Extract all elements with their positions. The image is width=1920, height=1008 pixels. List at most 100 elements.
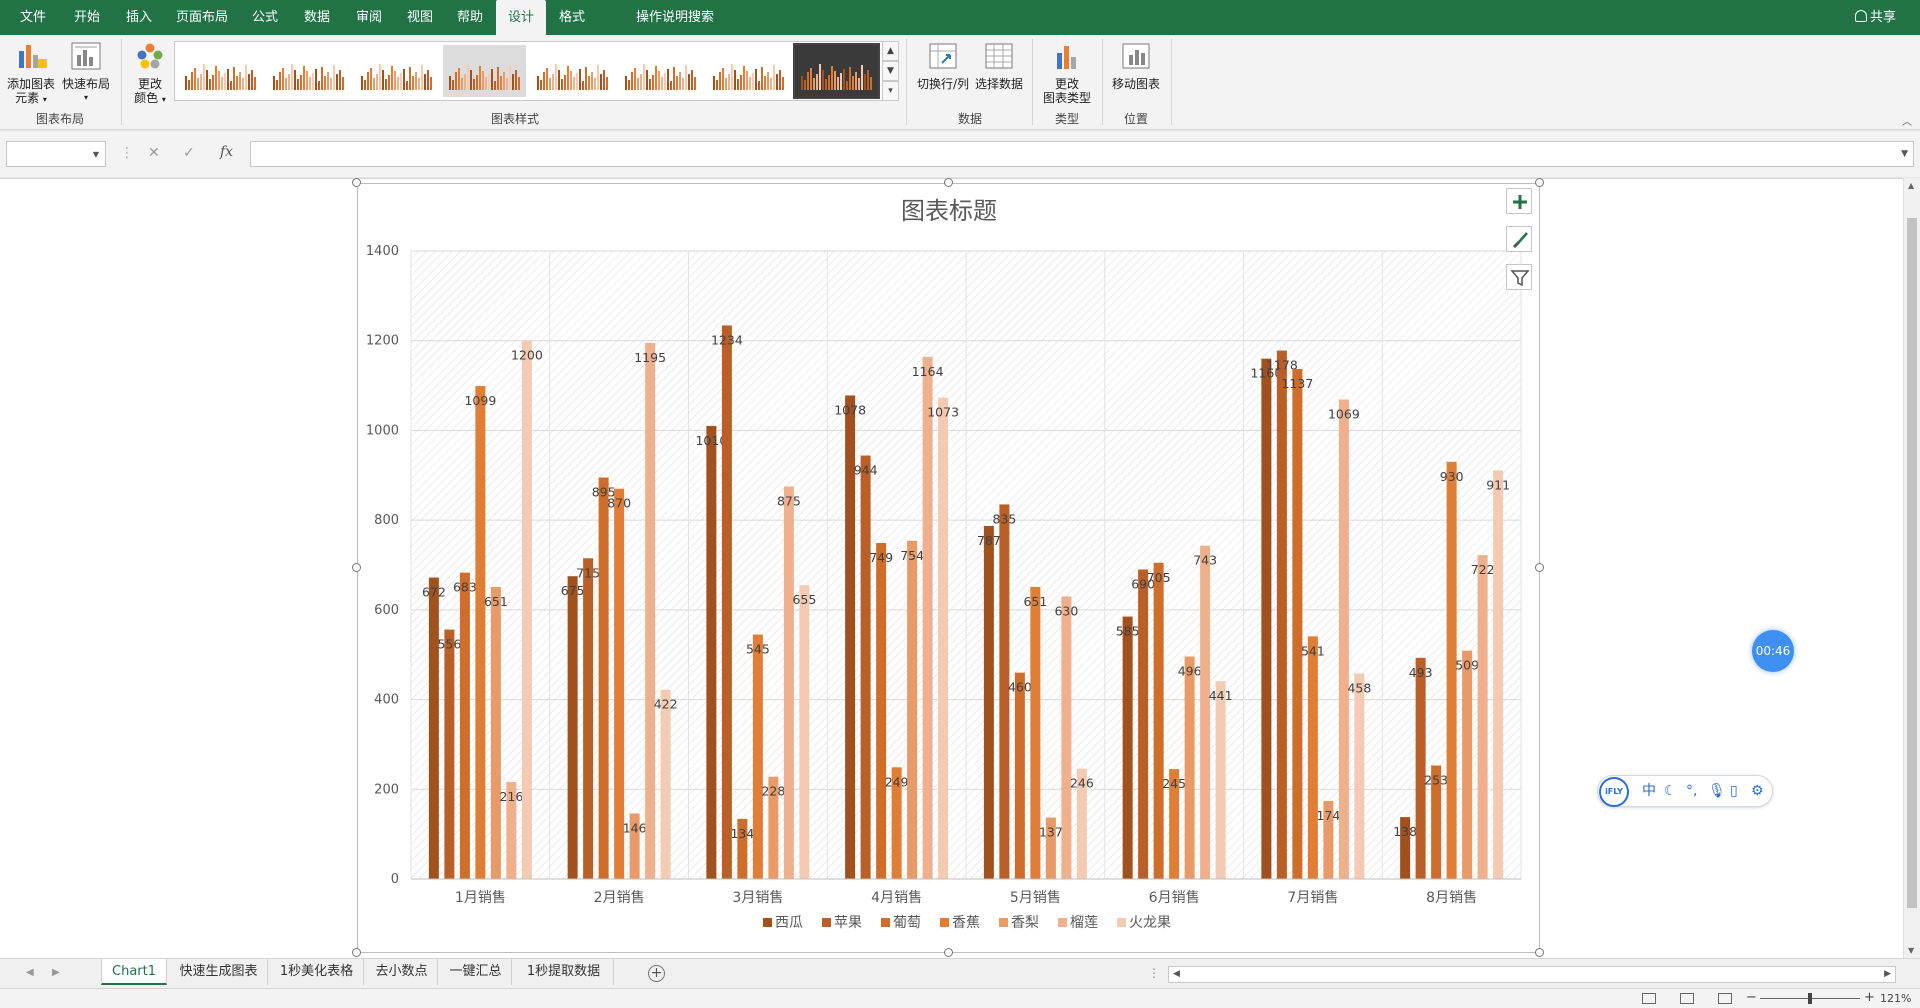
expand-formula-icon[interactable]: ▼: [1901, 149, 1908, 159]
sheet-tab-2[interactable]: 1秒美化表格: [270, 959, 364, 985]
share-button[interactable]: 共享: [1854, 0, 1896, 35]
next-sheet-icon[interactable]: ▶: [52, 967, 60, 978]
keyboard-icon[interactable]: ▯: [1730, 783, 1738, 799]
microphone-icon[interactable]: 🎙: [1708, 783, 1726, 799]
ifly-input-toolbar[interactable]: iFLY 中 ☾ °, 🎙 ▯ ⚙: [1597, 775, 1773, 807]
insert-function-icon[interactable]: fx: [220, 144, 234, 160]
chart-filters-button[interactable]: [1506, 264, 1532, 290]
bar: [1400, 817, 1411, 879]
moon-icon[interactable]: ☾: [1664, 783, 1677, 799]
recording-timer[interactable]: 00:46: [1752, 630, 1794, 672]
page-layout-view-icon[interactable]: [1680, 993, 1694, 1004]
quick-layout-button[interactable]: 快速布局 ▾: [60, 41, 112, 105]
bar: [907, 540, 918, 879]
thumbnail-bar: [634, 68, 636, 90]
sheet-tab-5[interactable]: 1秒提取数据: [514, 959, 614, 985]
chart-area[interactable]: 图表标题 0 200 400 600 800 1000 1200 1400 672 556 683 10…: [357, 183, 1540, 953]
split-handle-icon[interactable]: ⋮: [1148, 966, 1160, 980]
zoom-out-icon[interactable]: −: [1746, 990, 1757, 1005]
gallery-more-icon[interactable]: ▾: [883, 81, 899, 101]
scroll-down-icon[interactable]: ▼: [1908, 946, 1915, 955]
chart-style-thumbnail[interactable]: [179, 45, 262, 97]
chart-style-thumbnail[interactable]: [531, 45, 614, 97]
normal-view-icon[interactable]: [1642, 993, 1656, 1004]
add-sheet-icon[interactable]: +: [648, 965, 665, 982]
chart-styles-gallery[interactable]: [174, 41, 883, 101]
chart-elements-button[interactable]: [1506, 188, 1532, 214]
zoom-level[interactable]: 121%: [1880, 992, 1912, 1005]
thumbnail-bar: [579, 69, 581, 90]
tab-6[interactable]: 审阅: [356, 10, 383, 25]
thumbnail-bar: [770, 78, 772, 90]
tab-0[interactable]: 文件: [20, 10, 47, 25]
scroll-thumb[interactable]: [1907, 218, 1917, 908]
select-data-button[interactable]: 选择数据: [973, 41, 1025, 91]
bar: [1307, 636, 1318, 879]
tab-1[interactable]: 开始: [74, 10, 101, 25]
chart-style-thumbnail[interactable]: [707, 45, 790, 97]
thumbnail-bar: [418, 78, 420, 90]
resize-handle[interactable]: [944, 178, 953, 187]
tab-4[interactable]: 公式: [252, 10, 279, 25]
resize-handle[interactable]: [1535, 948, 1544, 957]
chart-style-thumbnail[interactable]: [267, 45, 350, 97]
resize-handle[interactable]: [352, 563, 361, 572]
tab-8[interactable]: 帮助: [457, 10, 484, 25]
gallery-down-icon[interactable]: ▼: [883, 61, 899, 81]
horizontal-scrollbar[interactable]: ◀ ▶: [1168, 966, 1896, 983]
chart-style-thumbnail[interactable]: [355, 45, 438, 97]
chart-style-thumbnail[interactable]: [793, 43, 880, 99]
change-chart-type-button[interactable]: 更改 图表类型: [1038, 41, 1096, 105]
thumbnail-bar: [679, 72, 681, 90]
sheet-tab-0[interactable]: Chart1: [101, 959, 167, 985]
tab-5[interactable]: 数据: [304, 10, 331, 25]
zoom-in-icon[interactable]: +: [1864, 990, 1875, 1005]
gear-icon[interactable]: ⚙: [1751, 783, 1764, 799]
scroll-right-icon[interactable]: ▶: [1884, 969, 1891, 979]
add-chart-element-button[interactable]: 添加图表 元素 ▾: [6, 41, 56, 107]
gallery-up-icon[interactable]: ▲: [883, 41, 899, 61]
tab-10[interactable]: 格式: [559, 10, 586, 25]
thumbnail-bar: [339, 70, 341, 90]
y-tick-label: 0: [391, 872, 399, 887]
resize-handle[interactable]: [352, 948, 361, 957]
data-label: 146: [623, 821, 647, 836]
chart-styles-button[interactable]: [1506, 226, 1532, 252]
move-chart-button[interactable]: 移动图表: [1108, 41, 1164, 91]
chart-style-thumbnail[interactable]: [619, 45, 702, 97]
tab-2[interactable]: 插入: [126, 10, 153, 25]
collapse-ribbon-icon[interactable]: ︿: [1902, 117, 1912, 128]
punctuation-icon[interactable]: °,: [1686, 783, 1698, 799]
confirm-icon[interactable]: ✓: [183, 145, 195, 161]
sheet-tab-1[interactable]: 快速生成图表: [170, 959, 268, 985]
sheet-tab-3[interactable]: 去小数点: [366, 959, 438, 985]
name-box[interactable]: ▼: [6, 141, 106, 167]
resize-handle[interactable]: [352, 178, 361, 187]
chinese-mode-icon[interactable]: 中: [1642, 783, 1656, 799]
cancel-icon[interactable]: ✕: [148, 145, 160, 161]
resize-handle[interactable]: [1535, 178, 1544, 187]
scroll-up-icon[interactable]: ▲: [1908, 181, 1915, 190]
thumbnail-bar: [479, 66, 481, 90]
zoom-slider-thumb[interactable]: [1808, 993, 1812, 1004]
prev-sheet-icon[interactable]: ◀: [26, 967, 34, 978]
switch-row-column-button[interactable]: 切换行/列: [914, 41, 972, 91]
chevron-down-icon[interactable]: ▼: [92, 150, 99, 159]
thumbnail-bar: [509, 65, 511, 90]
resize-handle[interactable]: [1535, 563, 1544, 572]
tab-9[interactable]: 设计: [496, 0, 547, 35]
change-colors-button[interactable]: 更改 颜色 ▾: [128, 41, 172, 107]
sheet-tab-4[interactable]: 一键汇总: [440, 959, 512, 985]
page-break-view-icon[interactable]: [1718, 993, 1732, 1004]
tab-7[interactable]: 视图: [407, 10, 434, 25]
formula-input[interactable]: ▼: [250, 141, 1914, 167]
scroll-left-icon[interactable]: ◀: [1173, 969, 1180, 979]
thumbnail-bar: [218, 71, 220, 90]
ifly-logo-icon[interactable]: iFLY: [1599, 777, 1629, 807]
tab-3[interactable]: 页面布局: [176, 10, 229, 25]
tab-11[interactable]: 操作说明搜索: [636, 10, 715, 25]
resize-handle[interactable]: [944, 948, 953, 957]
gallery-scroll[interactable]: ▲ ▼ ▾: [883, 41, 899, 101]
chart-style-thumbnail[interactable]: [443, 45, 526, 97]
vertical-scrollbar[interactable]: ▲ ▼: [1903, 178, 1920, 958]
